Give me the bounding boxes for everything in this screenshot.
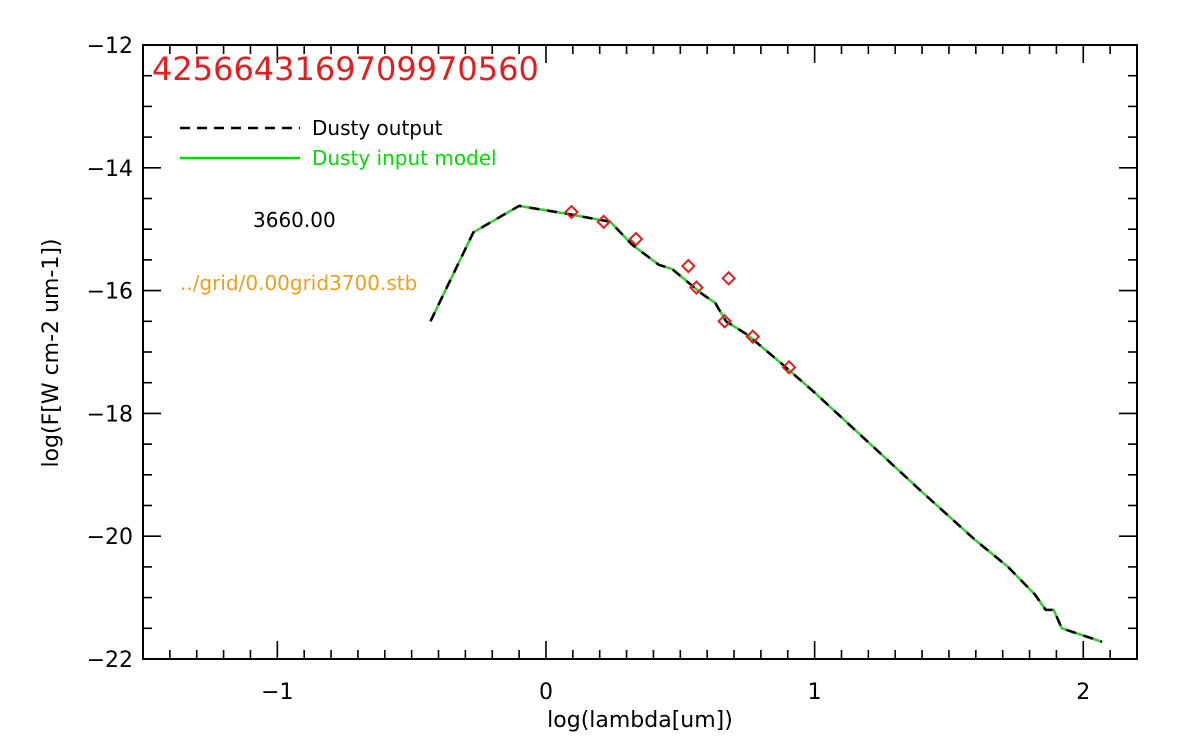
y-tick-label: −18 — [87, 402, 133, 427]
tick-labels: −1 0 1 2 −22 −20 −18 −16 −14 −12 — [87, 34, 1091, 705]
y-axis-title: log(F[W cm-2 um-1]) — [39, 238, 64, 467]
axis-ticks — [142, 44, 1138, 660]
x-tick-label: −1 — [261, 680, 293, 705]
series-dusty-output — [429, 204, 1103, 643]
photometry-point — [628, 231, 644, 247]
photometry-point — [717, 313, 733, 329]
plot-series — [429, 204, 1103, 643]
photometry-point — [564, 204, 579, 220]
chart-title: 4256643169709970560 — [152, 50, 539, 88]
x-tick-label: 2 — [1076, 680, 1090, 705]
photometry-point — [745, 329, 761, 345]
series-dusty-input-model — [429, 204, 1103, 643]
grid-file-annotation: ../grid/0.00grid3700.stb — [180, 271, 417, 295]
photometry-point — [596, 214, 612, 230]
photometry-point — [721, 270, 737, 286]
x-axis-title: log(lambda[um]) — [547, 708, 733, 733]
x-tick-label: 1 — [808, 680, 822, 705]
y-tick-label: −14 — [87, 157, 133, 182]
x-tick-label: 0 — [539, 680, 553, 705]
temperature-annotation: 3660.00 — [253, 208, 336, 232]
legend: Dusty output Dusty input model — [180, 116, 497, 170]
photometry-point — [689, 280, 704, 295]
legend-label-dusty-input-model: Dusty input model — [312, 146, 497, 170]
legend-label-dusty-output: Dusty output — [312, 116, 443, 140]
y-tick-label: −16 — [87, 280, 133, 305]
y-tick-label: −12 — [87, 34, 133, 59]
photometry-point — [781, 359, 797, 375]
photometry-point — [680, 258, 696, 274]
y-tick-label: −20 — [87, 525, 133, 550]
y-tick-label: −22 — [87, 648, 133, 673]
plot-frame — [142, 44, 1138, 660]
